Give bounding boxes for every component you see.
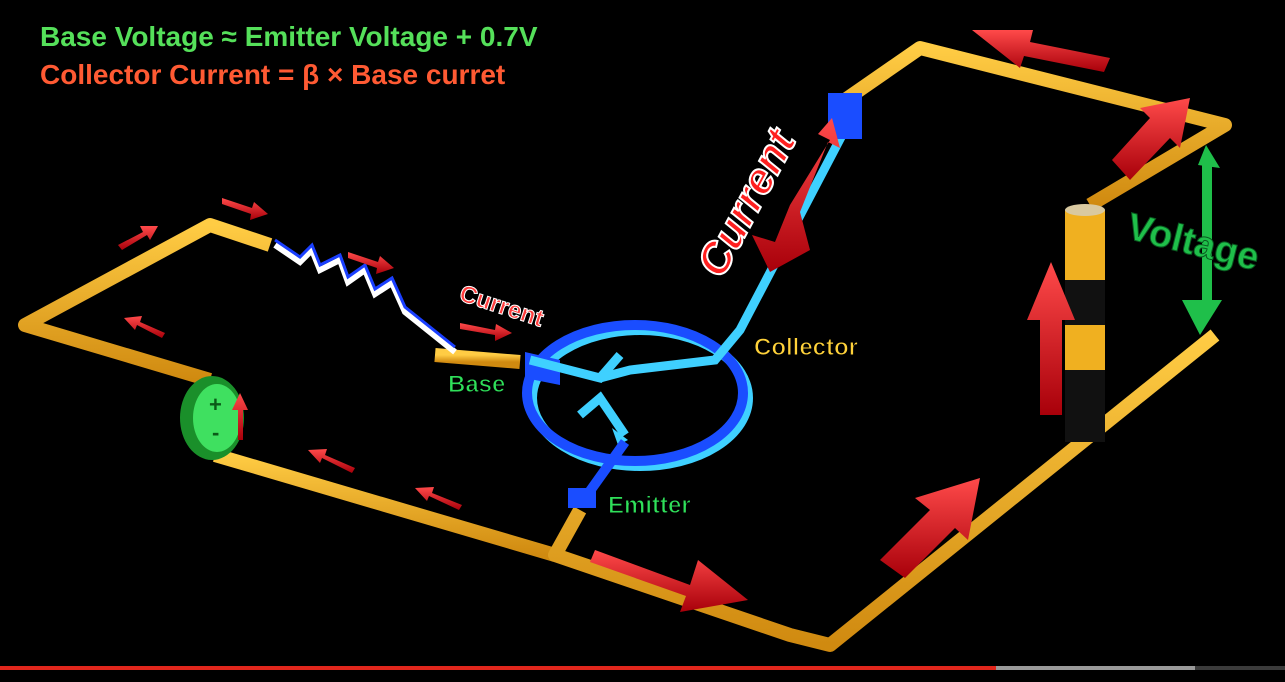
arrow-top-right-down xyxy=(1112,98,1190,180)
formula-base-voltage: Base Voltage ≈ Emitter Voltage + 0.7V xyxy=(40,21,538,52)
video-progress-bar[interactable] xyxy=(0,666,1285,670)
battery-stack-right xyxy=(1065,204,1105,442)
label-emitter: Emitter xyxy=(608,492,691,519)
battery-cell-left: + - xyxy=(180,376,244,460)
battery-plus-sign: + xyxy=(209,392,222,417)
arrow-base-top-1 xyxy=(118,226,158,250)
base-input-wire xyxy=(434,348,521,369)
arrow-bottom-2 xyxy=(415,487,462,510)
label-voltage: Voltage xyxy=(1123,206,1264,279)
arrow-battery-up xyxy=(232,393,248,440)
arrow-right-up xyxy=(1027,262,1075,415)
emitter-wire xyxy=(548,329,1220,652)
arrow-emitter-out xyxy=(590,550,748,612)
current-arrows xyxy=(118,30,1190,612)
arrow-resistor xyxy=(348,252,394,274)
collector-top-wire xyxy=(841,41,1232,212)
base-loop-wire xyxy=(18,218,273,387)
arrow-base-left xyxy=(124,316,165,338)
label-collector: Collector xyxy=(754,334,858,361)
arrow-base-top-2 xyxy=(222,198,268,220)
battery-minus-sign: - xyxy=(212,420,219,445)
arrow-top-left xyxy=(972,30,1110,72)
arrow-bottom-1 xyxy=(308,449,355,473)
progress-played xyxy=(0,666,996,670)
label-current-small: Current xyxy=(456,280,547,332)
arrow-right-diag xyxy=(880,478,980,578)
formula-collector-current: Collector Current = β × Base curret xyxy=(40,59,506,90)
transistor xyxy=(522,93,862,508)
label-base: Base xyxy=(448,371,505,398)
circuit-wires xyxy=(18,41,1232,652)
arrow-base-input xyxy=(460,323,512,341)
voltage-arrow xyxy=(1182,145,1222,335)
resistor xyxy=(273,242,457,355)
arrow-collector-down xyxy=(752,118,840,272)
circuit-diagram: + - xyxy=(18,30,1264,652)
battery-bottom-wire xyxy=(213,448,557,562)
